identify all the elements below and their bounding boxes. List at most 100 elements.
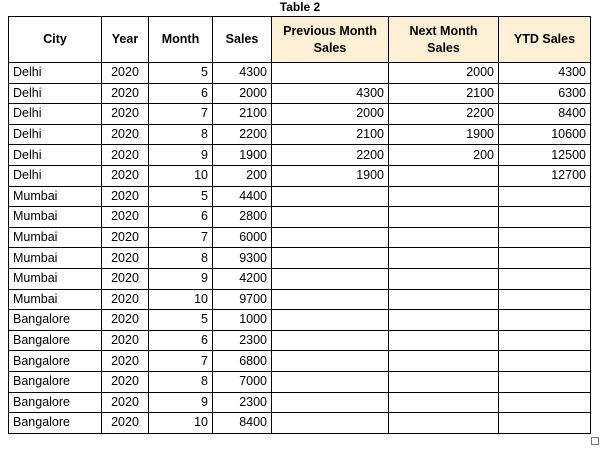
- cell-previous-month-sales: 1900: [271, 164, 389, 187]
- cell-city: Delhi: [8, 164, 102, 187]
- cell-year: 2020: [101, 350, 149, 372]
- cell-month: 9: [148, 391, 213, 414]
- cell-sales: 2200: [212, 123, 272, 146]
- cell-year: 2020: [101, 309, 149, 331]
- table-row: Delhi 2020 10 200 1900 12700: [8, 164, 591, 187]
- cell-month: 9: [148, 144, 213, 166]
- cell-city: Bangalore: [8, 350, 102, 372]
- cell-sales: 6800: [212, 350, 272, 372]
- cell-city: Delhi: [8, 103, 102, 125]
- cell-previous-month-sales: [271, 391, 389, 414]
- cell-next-month-sales: [388, 288, 499, 311]
- cell-previous-month-sales: 2200: [271, 144, 389, 166]
- cell-month: 7: [148, 226, 213, 249]
- cell-month: 8: [148, 370, 213, 393]
- table-row: Delhi 2020 9 1900 2200 200 12500: [8, 144, 591, 166]
- cell-ytd-sales: 6300: [498, 82, 591, 105]
- cell-year: 2020: [101, 391, 149, 414]
- cell-sales: 2800: [212, 206, 272, 228]
- header-city: City: [8, 16, 102, 63]
- cell-next-month-sales: 200: [388, 144, 499, 166]
- cell-year: 2020: [101, 206, 149, 228]
- cell-next-month-sales: [388, 185, 499, 208]
- table-row: Delhi 2020 6 2000 4300 2100 6300: [8, 82, 591, 105]
- cell-year: 2020: [101, 412, 149, 434]
- header-next-month-sales: Next Month Sales: [388, 16, 499, 63]
- cell-previous-month-sales: [271, 185, 389, 208]
- cell-sales: 1900: [212, 144, 272, 166]
- table-row: Mumbai 2020 9 4200: [8, 267, 591, 290]
- cell-month: 6: [148, 206, 213, 228]
- cell-year: 2020: [101, 370, 149, 393]
- header-previous-month-sales: Previous Month Sales: [271, 16, 389, 63]
- cell-next-month-sales: [388, 267, 499, 290]
- cell-ytd-sales: [498, 267, 591, 290]
- cell-city: Mumbai: [8, 288, 102, 311]
- cell-sales: 2000: [212, 82, 272, 105]
- cell-city: Mumbai: [8, 267, 102, 290]
- cell-sales: 1000: [212, 309, 272, 331]
- cell-next-month-sales: [388, 164, 499, 187]
- cell-sales: 9300: [212, 247, 272, 269]
- header-year: Year: [101, 16, 149, 63]
- table-resize-handle[interactable]: [591, 437, 599, 445]
- cell-ytd-sales: [498, 370, 591, 393]
- table-row: Delhi 2020 7 2100 2000 2200 8400: [8, 103, 591, 125]
- cell-ytd-sales: [498, 185, 591, 208]
- cell-sales: 2300: [212, 391, 272, 414]
- cell-previous-month-sales: [271, 247, 389, 269]
- cell-month: 6: [148, 329, 213, 352]
- table-row: Mumbai 2020 6 2800: [8, 206, 591, 228]
- cell-month: 7: [148, 350, 213, 372]
- cell-next-month-sales: 1900: [388, 123, 499, 146]
- cell-ytd-sales: [498, 329, 591, 352]
- cell-city: Mumbai: [8, 206, 102, 228]
- header-sales: Sales: [212, 16, 272, 63]
- cell-year: 2020: [101, 164, 149, 187]
- table-row: Bangalore 2020 8 7000: [8, 370, 591, 393]
- cell-next-month-sales: 2200: [388, 103, 499, 125]
- cell-previous-month-sales: [271, 350, 389, 372]
- cell-ytd-sales: [498, 288, 591, 311]
- cell-city: Bangalore: [8, 391, 102, 414]
- cell-year: 2020: [101, 247, 149, 269]
- cell-next-month-sales: [388, 247, 499, 269]
- header-month: Month: [148, 16, 213, 63]
- cell-month: 8: [148, 247, 213, 269]
- cell-ytd-sales: 12500: [498, 144, 591, 166]
- cell-previous-month-sales: [271, 309, 389, 331]
- table-row: Delhi 2020 8 2200 2100 1900 10600: [8, 123, 591, 146]
- cell-month: 10: [148, 288, 213, 311]
- cell-city: Bangalore: [8, 309, 102, 331]
- cell-sales: 4200: [212, 267, 272, 290]
- cell-year: 2020: [101, 62, 149, 84]
- cell-next-month-sales: [388, 412, 499, 434]
- cell-sales: 4400: [212, 185, 272, 208]
- cell-ytd-sales: 8400: [498, 103, 591, 125]
- table-row: Bangalore 2020 5 1000: [8, 309, 591, 331]
- cell-previous-month-sales: [271, 226, 389, 249]
- cell-ytd-sales: [498, 391, 591, 414]
- table-caption: Table 2: [279, 0, 321, 14]
- table-row: Bangalore 2020 10 8400: [8, 412, 591, 434]
- cell-sales: 9700: [212, 288, 272, 311]
- cell-sales: 8400: [212, 412, 272, 434]
- cell-city: Delhi: [8, 123, 102, 146]
- cell-previous-month-sales: [271, 267, 389, 290]
- cell-year: 2020: [101, 267, 149, 290]
- cell-month: 7: [148, 103, 213, 125]
- cell-previous-month-sales: 4300: [271, 82, 389, 105]
- cell-ytd-sales: 4300: [498, 62, 591, 84]
- cell-next-month-sales: [388, 329, 499, 352]
- cell-city: Delhi: [8, 82, 102, 105]
- cell-city: Bangalore: [8, 412, 102, 434]
- cell-city: Mumbai: [8, 185, 102, 208]
- cell-ytd-sales: [498, 412, 591, 434]
- table-row: Mumbai 2020 5 4400: [8, 185, 591, 208]
- cell-year: 2020: [101, 288, 149, 311]
- cell-previous-month-sales: [271, 288, 389, 311]
- cell-sales: 2100: [212, 103, 272, 125]
- cell-sales: 200: [212, 164, 272, 187]
- table-row: Bangalore 2020 9 2300: [8, 391, 591, 414]
- cell-month: 10: [148, 164, 213, 187]
